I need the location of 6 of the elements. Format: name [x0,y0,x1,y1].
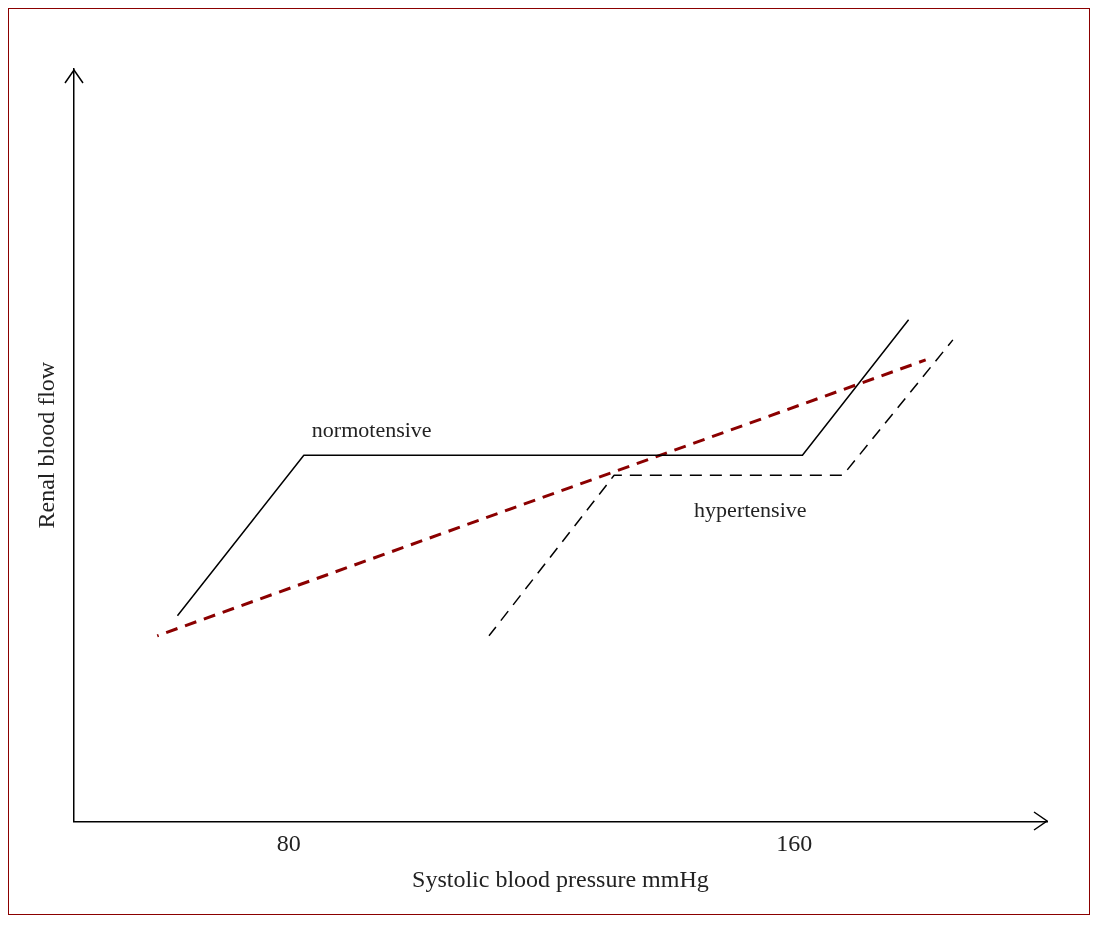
x-axis-title: Systolic blood pressure mmHg [412,865,709,892]
series-label: normotensive [311,417,432,443]
series-label: hypertensive [694,497,807,523]
x-tick-label: 160 [776,830,813,857]
x-tick-label: 80 [276,830,301,857]
y-axis-title: Renal blood flow [32,361,59,529]
